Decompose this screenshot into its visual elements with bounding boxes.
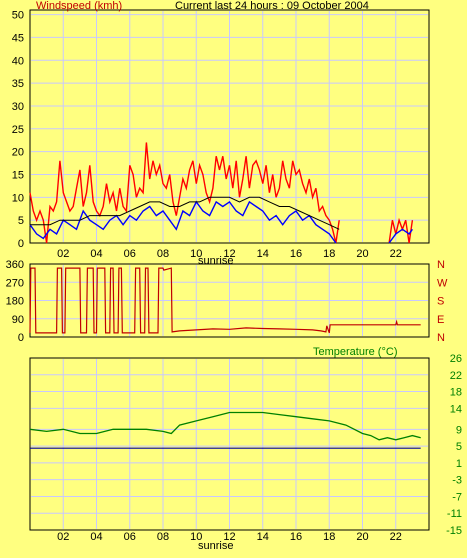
- temperature-x-tick-labels: 02 04 06 08 10 12 14 16 18 20 22: [57, 531, 402, 543]
- temperature-y-tick-labels: 26 22 18 14 9 5 1 -3 -7 -11 -15: [446, 353, 462, 537]
- y-tick-label: 360: [6, 259, 24, 271]
- y-tick-label: 18: [450, 387, 462, 399]
- y-tick-label: 5: [18, 215, 24, 227]
- compass-label: W: [437, 277, 448, 289]
- y-tick-label: 25: [12, 124, 24, 136]
- compass-label: E: [437, 314, 444, 326]
- wind-series-gust: [29, 142, 340, 244]
- y-tick-label: 5: [456, 441, 462, 453]
- direction-series-line: [29, 267, 421, 334]
- x-tick-label: 06: [124, 531, 136, 543]
- y-tick-label: 180: [6, 296, 24, 308]
- y-tick-label: -11: [447, 508, 462, 520]
- x-tick-label: 12: [223, 531, 235, 543]
- x-tick-label: 10: [190, 531, 202, 543]
- y-tick-label: -7: [452, 491, 462, 503]
- x-tick-label: 20: [356, 531, 368, 543]
- y-tick-label: 0: [18, 238, 24, 250]
- y-tick-label: 22: [450, 370, 462, 382]
- x-tick-label: 10: [190, 248, 202, 260]
- direction-panel: 0 N 90 E 180 S 270 W 360 N: [6, 259, 448, 344]
- y-tick-label: 20: [12, 147, 24, 159]
- x-tick-label: 08: [157, 531, 169, 543]
- temperature-series: [29, 411, 421, 449]
- x-tick-label: 16: [290, 531, 302, 543]
- x-tick-label: 18: [323, 248, 335, 260]
- temperature-title: Temperature (°C): [313, 346, 397, 358]
- x-tick-label: 08: [157, 248, 169, 260]
- wind-title: Windspeed (kmh): [36, 0, 122, 12]
- y-tick-label: 270: [6, 277, 24, 289]
- y-tick-label: -15: [446, 525, 462, 537]
- compass-label: S: [437, 296, 444, 308]
- x-tick-label: 04: [90, 531, 102, 543]
- temperature-series-line: [29, 411, 421, 441]
- x-tick-label: 02: [57, 531, 69, 543]
- sunrise-label-bottom: sunrise: [198, 540, 233, 552]
- x-tick-label: 14: [257, 248, 269, 260]
- x-tick-label: 06: [124, 248, 136, 260]
- direction-y-tick-labels: 0 N 90 E 180 S 270 W 360 N: [6, 259, 448, 344]
- wind-series-band: [30, 196, 340, 230]
- wind-grid: [31, 11, 428, 242]
- y-tick-label: 30: [12, 101, 24, 113]
- wind-series-average: [29, 200, 337, 244]
- y-tick-label: 9: [456, 424, 462, 436]
- wind-series: [29, 142, 414, 244]
- x-tick-label: 14: [257, 531, 269, 543]
- wind-x-tick-labels: 02 04 06 08 10 12 14 16 18 20 22: [57, 248, 402, 260]
- wind-panel: 0 5 10 15 20 25 30 35 40 45 50 02 04 06 08 10 12 14 16 18 2…: [12, 0, 430, 267]
- y-tick-label: 15: [12, 169, 24, 181]
- compass-label: N: [437, 332, 445, 344]
- x-tick-label: 16: [290, 248, 302, 260]
- x-tick-label: 04: [90, 248, 102, 260]
- y-tick-label: 35: [12, 78, 24, 90]
- temperature-grid: [31, 359, 428, 529]
- x-tick-label: 22: [390, 531, 402, 543]
- x-tick-label: 22: [390, 248, 402, 260]
- y-tick-label: 14: [450, 403, 462, 415]
- temperature-panel: 26 22 18 14 9 5 1 -3 -7 -11 -15 02 04 06 08 10 12 14 16 18…: [29, 346, 462, 552]
- y-tick-label: 50: [12, 10, 24, 22]
- x-tick-label: 12: [223, 248, 235, 260]
- y-tick-label: 40: [12, 55, 24, 67]
- y-tick-label: 90: [12, 314, 24, 326]
- y-tick-label: -3: [452, 475, 462, 487]
- wind-y-tick-labels: 0 5 10 15 20 25 30 35 40 45 50: [12, 10, 24, 250]
- direction-series: [29, 267, 421, 334]
- x-tick-label: 18: [323, 531, 335, 543]
- y-tick-label: 1: [456, 458, 462, 470]
- y-tick-label: 10: [12, 192, 24, 204]
- current-title: Current last 24 hours : 09 October 2004: [175, 0, 369, 12]
- y-tick-label: 45: [12, 32, 24, 44]
- y-tick-label: 26: [450, 353, 462, 365]
- x-tick-label: 20: [356, 248, 368, 260]
- compass-label: N: [437, 259, 445, 271]
- wind-series-average_late: [388, 228, 413, 244]
- x-tick-label: 02: [57, 248, 69, 260]
- y-tick-label: 0: [18, 332, 24, 344]
- wind-series-gust_late: [388, 217, 414, 244]
